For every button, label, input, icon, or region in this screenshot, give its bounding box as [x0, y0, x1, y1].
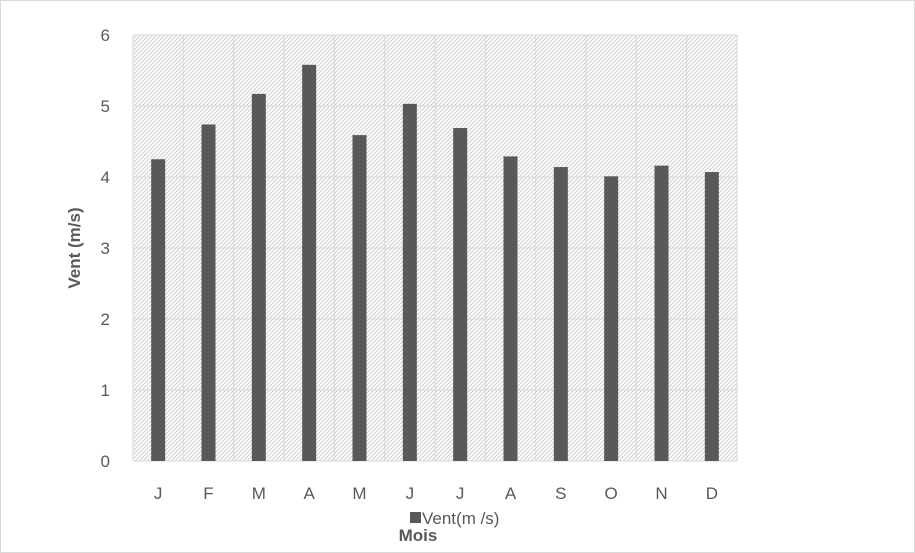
x-tick-label: J [456, 484, 465, 503]
bars [151, 64, 719, 462]
x-tick-label: O [605, 484, 618, 503]
y-tick-labels: 0 1 2 3 4 5 6 [101, 26, 110, 471]
x-tick-label: M [352, 484, 366, 503]
x-tick-label: J [406, 484, 415, 503]
x-tick-label: F [203, 484, 213, 503]
bar [453, 128, 468, 461]
bar [503, 156, 518, 461]
bar [704, 172, 719, 461]
x-tick-label: M [252, 484, 266, 503]
y-tick-label: 5 [101, 97, 110, 116]
y-tick-label: 0 [101, 452, 110, 471]
x-tick-label: A [303, 484, 315, 503]
y-tick-label: 2 [101, 310, 110, 329]
bar [302, 64, 317, 461]
y-axis-title: Vent (m/s) [65, 207, 84, 288]
bar [352, 135, 367, 462]
bar [201, 124, 216, 462]
bar [251, 93, 266, 462]
bar [402, 103, 417, 462]
x-tick-label: A [505, 484, 517, 503]
x-tick-label: N [655, 484, 667, 503]
x-axis-title: Mois [399, 526, 438, 545]
bar [604, 176, 619, 462]
y-tick-label: 4 [101, 168, 110, 187]
y-tick-label: 6 [101, 26, 110, 45]
bar [553, 167, 568, 461]
bar [151, 159, 166, 461]
x-tick-label: S [555, 484, 566, 503]
y-tick-label: 1 [101, 381, 110, 400]
x-tick-label: D [706, 484, 718, 503]
y-tick-label: 3 [101, 239, 110, 258]
bar [654, 165, 669, 461]
gridlines [132, 34, 738, 462]
x-tick-label: J [154, 484, 163, 503]
legend-label: Vent(m /s) [422, 509, 499, 528]
legend-swatch [410, 512, 421, 523]
